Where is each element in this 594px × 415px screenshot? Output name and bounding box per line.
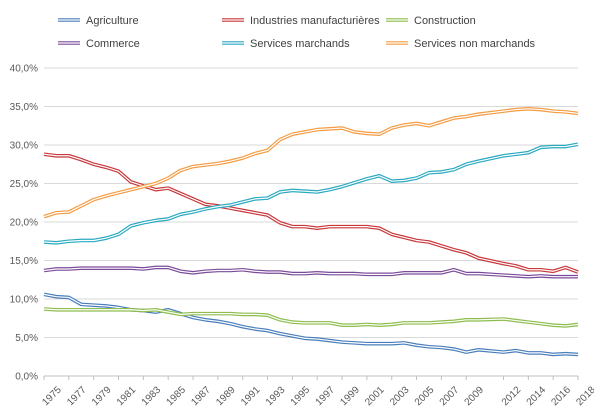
gridlines: [44, 67, 578, 377]
y-tick-label: 40,0%: [10, 64, 38, 75]
x-tick-label: 1983: [140, 384, 164, 408]
series-line: [43, 107, 579, 219]
legend-label: Construction: [414, 15, 476, 27]
x-tick-label: 1979: [90, 384, 114, 408]
x-axis-tick-labels: 1975 1977 1979 1981 1983 1985 1987 1989 1991 1993…: [40, 376, 594, 408]
x-tick-label: 2005: [413, 384, 437, 408]
legend-label: Services non marchands: [414, 38, 536, 50]
x-tick-label: 2003: [388, 384, 412, 408]
x-tick-label: 1995: [289, 384, 313, 408]
plot-lines: [43, 107, 579, 357]
x-tick-label: 1985: [165, 384, 189, 408]
x-tick-label: 2012: [500, 384, 524, 408]
series-line-core: [43, 266, 578, 278]
legend-label: Commerce: [86, 38, 140, 50]
x-tick-label: 1991: [239, 384, 263, 408]
x-tick-label: 1975: [40, 384, 64, 408]
legend-label: Agriculture: [86, 15, 139, 27]
y-tick-label: 15,0%: [10, 256, 38, 267]
legend-label: Industries manufacturières: [250, 15, 380, 27]
series-line: [43, 152, 579, 274]
y-tick-label: 20,0%: [10, 218, 38, 229]
series-line-core: [43, 308, 579, 327]
x-tick-label: 1993: [264, 384, 288, 408]
legend: Agriculture Industries manufacturières Con…: [58, 15, 536, 50]
x-tick-label: 1999: [338, 384, 362, 408]
y-tick-label: 0,0%: [15, 372, 38, 383]
legend-label: Services marchands: [250, 38, 350, 50]
x-tick-label: 1997: [314, 384, 338, 408]
x-tick-label: 2014: [525, 384, 549, 408]
series-line-core: [43, 143, 579, 244]
y-tick-label: 25,0%: [10, 179, 38, 190]
x-tick-label: 2001: [363, 384, 387, 408]
x-tick-label: 2007: [438, 384, 462, 408]
y-axis-tick-labels: 0,0% 5,0% 10,0% 15,0% 20,0% 25,0% 30,0% 35,0% 40…: [10, 64, 38, 383]
x-tick-label: 1977: [65, 384, 89, 408]
y-tick-label: 30,0%: [10, 141, 38, 152]
x-tick-label: 1989: [214, 384, 238, 408]
y-tick-label: 5,0%: [15, 333, 38, 344]
x-tick-label: 2018: [574, 384, 594, 408]
x-tick-label: 2009: [463, 384, 487, 408]
y-tick-label: 35,0%: [10, 102, 38, 113]
series-line-core: [43, 153, 579, 273]
x-tick-label: 1981: [115, 384, 139, 408]
x-tick-label: 2016: [550, 384, 574, 408]
x-tick-label: 1987: [189, 384, 213, 408]
series-line-core: [43, 108, 579, 218]
y-tick-label: 10,0%: [10, 295, 38, 306]
